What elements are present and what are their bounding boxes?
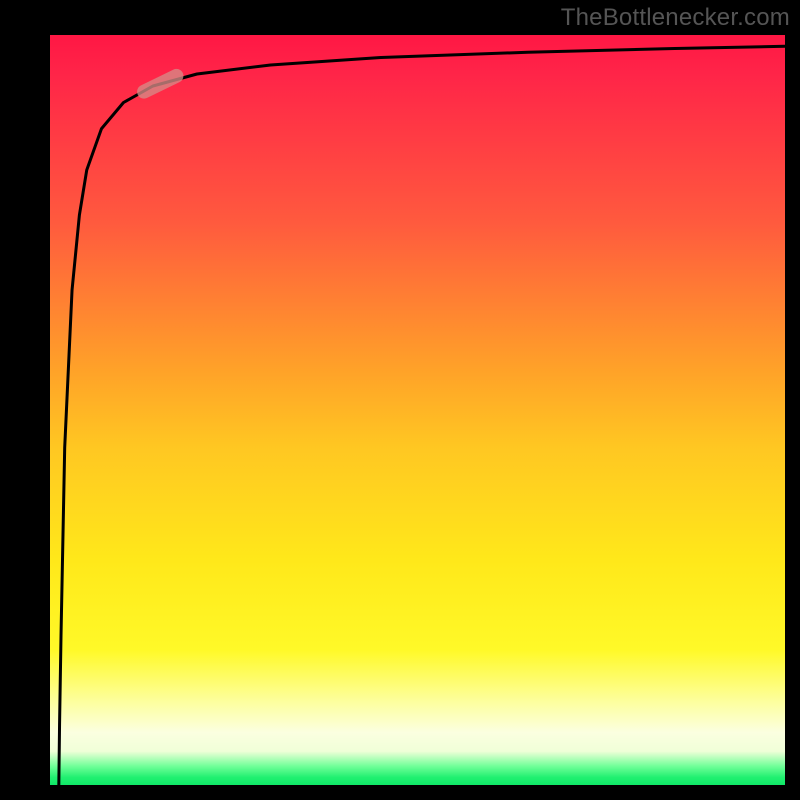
chart-gradient-background bbox=[50, 35, 785, 785]
chart-svg bbox=[0, 0, 800, 800]
watermark-text: TheBottlenecker.com bbox=[561, 4, 790, 32]
bottleneck-chart: TheBottlenecker.com bbox=[0, 0, 800, 800]
